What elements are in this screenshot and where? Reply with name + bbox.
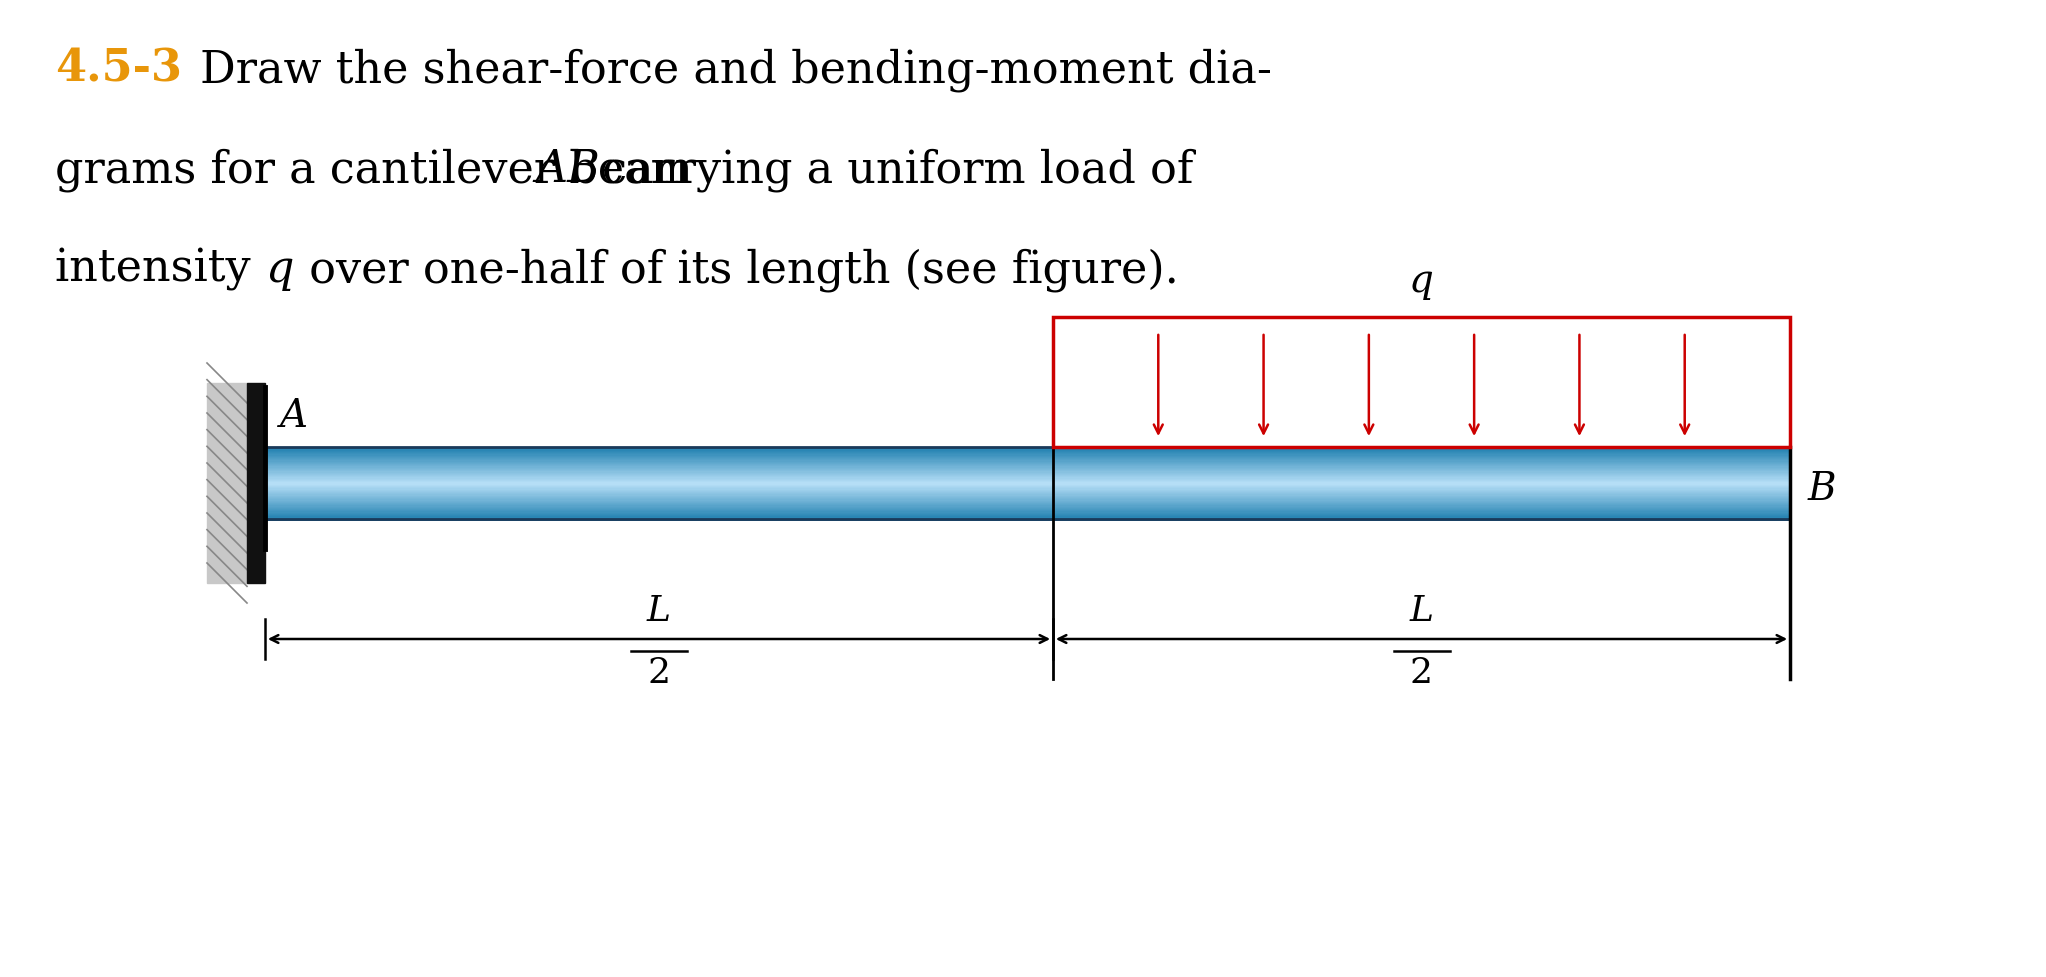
Bar — [266, 467, 1790, 469]
Text: intensity: intensity — [55, 248, 264, 291]
Bar — [266, 476, 1790, 478]
Bar — [266, 490, 1790, 492]
Bar — [266, 452, 1790, 454]
Bar — [266, 468, 1790, 470]
Text: L: L — [1410, 593, 1434, 627]
Bar — [266, 496, 1790, 498]
Bar — [266, 453, 1790, 456]
Text: L: L — [647, 593, 671, 627]
Bar — [266, 506, 1790, 508]
Bar — [266, 456, 1790, 458]
Bar — [266, 514, 1790, 517]
Bar — [266, 448, 1790, 451]
Bar — [266, 460, 1790, 462]
Bar — [266, 518, 1790, 520]
Text: over one-half of its length (see figure).: over one-half of its length (see figure)… — [295, 248, 1178, 291]
Bar — [266, 513, 1790, 516]
Text: 2: 2 — [1410, 656, 1432, 690]
Text: carrying a uniform load of: carrying a uniform load of — [587, 148, 1193, 191]
Bar — [266, 511, 1790, 513]
Bar — [266, 519, 1790, 522]
Bar — [266, 501, 1790, 503]
Bar — [266, 469, 1790, 472]
Bar — [266, 451, 1790, 453]
Text: A: A — [280, 398, 309, 435]
Text: 4.5-3: 4.5-3 — [55, 48, 182, 91]
Bar — [1054, 318, 1790, 447]
Bar — [266, 464, 1790, 467]
Bar — [266, 487, 1790, 488]
Bar — [266, 458, 1790, 461]
Bar — [248, 384, 266, 583]
Bar — [266, 478, 1790, 480]
Bar — [266, 450, 1790, 452]
Text: grams for a cantilever beam: grams for a cantilever beam — [55, 148, 706, 191]
Bar — [266, 457, 1790, 459]
Bar — [266, 463, 1790, 466]
Bar — [266, 484, 1790, 487]
Bar — [207, 384, 248, 583]
Bar — [266, 447, 1790, 449]
Bar — [266, 497, 1790, 499]
Text: Draw the shear-force and bending-moment dia-: Draw the shear-force and bending-moment … — [201, 48, 1273, 92]
Bar — [266, 498, 1790, 501]
Bar — [266, 461, 1790, 463]
Bar — [266, 503, 1790, 506]
Bar — [266, 492, 1790, 494]
Bar — [266, 479, 1790, 482]
Bar — [266, 488, 1790, 489]
Bar — [266, 491, 1790, 493]
Bar — [266, 510, 1790, 512]
Bar — [266, 483, 1790, 485]
Bar — [266, 466, 1790, 468]
Text: AB: AB — [534, 148, 599, 191]
Bar — [266, 500, 1790, 502]
Bar — [266, 455, 1790, 457]
Text: 2: 2 — [647, 656, 671, 690]
Text: B: B — [1809, 470, 1837, 507]
Bar — [266, 495, 1790, 497]
Bar — [266, 481, 1790, 483]
Bar — [266, 517, 1790, 519]
Bar — [266, 472, 1790, 474]
Bar — [266, 507, 1790, 509]
Bar — [266, 488, 1790, 491]
Text: q: q — [1410, 263, 1434, 300]
Bar — [266, 505, 1790, 507]
Bar — [266, 508, 1790, 511]
Bar — [266, 512, 1790, 514]
Bar — [266, 462, 1790, 464]
Text: q: q — [266, 248, 293, 291]
Bar — [266, 474, 1790, 477]
Bar — [266, 477, 1790, 479]
Bar — [266, 482, 1790, 484]
Bar — [266, 493, 1790, 496]
Bar — [266, 516, 1790, 518]
Bar — [266, 473, 1790, 475]
Bar — [266, 471, 1790, 473]
Bar — [266, 486, 1790, 488]
Bar — [266, 502, 1790, 504]
